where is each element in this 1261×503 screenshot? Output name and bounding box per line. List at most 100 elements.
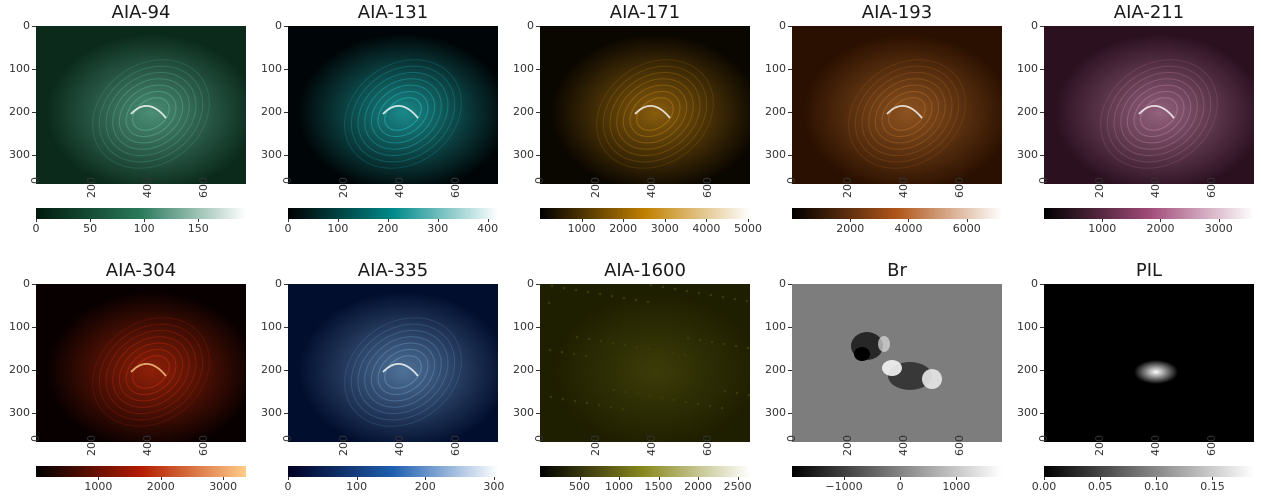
y-tick-label: 100 <box>9 62 30 75</box>
colorbar-tick-mark <box>966 219 968 222</box>
solar-image <box>288 284 498 442</box>
y-tick-mark <box>1040 413 1044 414</box>
x-tick-label: 0 <box>785 177 798 184</box>
x-tick-label: 400 <box>393 177 406 198</box>
x-tick-label: 0 <box>281 435 294 442</box>
solar-image <box>36 26 246 184</box>
y-tick-mark <box>1040 327 1044 328</box>
y-tick-label: 100 <box>9 320 30 333</box>
y-tick-label: 300 <box>513 406 534 419</box>
panel-aia-211: AIA-211 0 100 200 300 0 200 400 600 1000 2000 3000 <box>1008 0 1258 240</box>
y-tick-mark <box>1040 370 1044 371</box>
x-tick-label: 200 <box>589 435 602 456</box>
y-tick-mark <box>536 284 540 285</box>
x-tick-label: 200 <box>589 177 602 198</box>
colorbar-tick-label: 2000 <box>609 222 638 235</box>
x-tick-label: 0 <box>281 177 294 184</box>
colorbar-tick-label: 2000 <box>836 222 865 235</box>
colorbar-tick-mark <box>706 219 708 222</box>
colorbar <box>36 466 246 477</box>
x-tick-label: 400 <box>1149 435 1162 456</box>
x-tick-label: 0 <box>1037 435 1050 442</box>
y-tick-mark <box>284 370 288 371</box>
colorbar-tick-label: 0.10 <box>1144 480 1169 493</box>
x-tick-label: 400 <box>141 177 154 198</box>
colorbar-tick-mark <box>698 477 700 480</box>
y-tick-mark <box>536 69 540 70</box>
panel-title: AIA-211 <box>1113 2 1185 23</box>
y-tick-label: 200 <box>765 363 786 376</box>
panel-aia-335: AIA-335 0 100 200 300 0 200 400 600 0 100 200 300 <box>252 258 504 498</box>
colorbar <box>1044 466 1254 477</box>
y-tick-mark <box>284 26 288 27</box>
solar-image <box>540 26 750 184</box>
panel-aia-94: AIA-94 0 100 200 300 0 200 400 600 0 50 100 150 <box>0 0 250 240</box>
y-tick-mark <box>1040 155 1044 156</box>
y-tick-mark <box>536 26 540 27</box>
panel-title: AIA-171 <box>609 2 681 23</box>
panel-br: Br 0 100 200 300 0 200 400 600 −1000 0 1000 <box>756 258 1006 498</box>
colorbar-tick-mark <box>619 477 621 480</box>
colorbar-tick-mark <box>288 477 289 480</box>
solar-image <box>792 26 1002 184</box>
solar-image <box>36 284 246 442</box>
y-tick-label: 0 <box>1031 19 1038 32</box>
y-tick-mark <box>32 26 36 27</box>
y-tick-label: 0 <box>779 19 786 32</box>
colorbar-tick-label: 500 <box>569 480 591 493</box>
colorbar-tick-label: 5000 <box>734 222 762 235</box>
y-tick-label: 200 <box>765 105 786 118</box>
y-tick-mark <box>32 327 36 328</box>
y-tick-label: 0 <box>779 277 786 290</box>
y-tick-label: 200 <box>513 105 534 118</box>
x-tick-label: 0 <box>29 177 42 184</box>
colorbar-tick-mark <box>90 219 92 222</box>
y-tick-label: 200 <box>1017 105 1038 118</box>
colorbar-tick-label: 1000 <box>567 222 596 235</box>
colorbar-tick-label: 1500 <box>644 480 673 493</box>
colorbar-tick-mark <box>1100 477 1102 480</box>
y-tick-mark <box>788 370 792 371</box>
x-tick-label: 200 <box>337 177 350 198</box>
colorbar-tick-label: 0.05 <box>1087 480 1113 493</box>
y-tick-mark <box>32 155 36 156</box>
x-tick-label: 200 <box>841 177 854 198</box>
colorbar-tick-mark <box>1102 219 1104 222</box>
y-tick-label: 100 <box>261 320 282 333</box>
y-tick-mark <box>1040 69 1044 70</box>
colorbar-tick-label: 3000 <box>650 222 679 235</box>
colorbar-tick-label: 1000 <box>605 480 634 493</box>
panel-aia-193: AIA-193 0 100 200 300 0 200 400 600 2000 4000 6000 <box>756 0 1006 240</box>
panel-title: AIA-193 <box>861 2 933 23</box>
y-tick-mark <box>32 69 36 70</box>
colorbar-tick-mark <box>581 219 583 222</box>
colorbar-tick-mark <box>956 477 958 480</box>
y-tick-label: 200 <box>1017 363 1038 376</box>
y-tick-mark <box>284 284 288 285</box>
colorbar-tick-label: 2000 <box>1146 222 1175 235</box>
colorbar <box>288 208 498 219</box>
y-tick-mark <box>1040 26 1044 27</box>
x-tick-label: 600 <box>197 435 210 456</box>
solar-image <box>540 284 750 442</box>
panel-title: AIA-131 <box>357 2 429 23</box>
colorbar-tick-mark <box>664 219 666 222</box>
y-tick-mark <box>788 26 792 27</box>
x-tick-label: 600 <box>449 435 462 456</box>
colorbar-tick-label: 6000 <box>952 222 981 235</box>
x-tick-label: 200 <box>337 435 350 456</box>
x-tick-label: 600 <box>197 177 210 198</box>
colorbar-tick-mark <box>223 477 225 480</box>
y-tick-mark <box>788 155 792 156</box>
y-tick-mark <box>1040 284 1044 285</box>
colorbar-tick-label: 2000 <box>146 480 175 493</box>
y-tick-mark <box>788 327 792 328</box>
y-tick-label: 300 <box>1017 406 1038 419</box>
y-tick-label: 300 <box>765 148 786 161</box>
y-tick-mark <box>536 327 540 328</box>
x-tick-label: 600 <box>1205 435 1218 456</box>
x-tick-label: 0 <box>533 435 546 442</box>
y-tick-mark <box>536 370 540 371</box>
panel-title: PIL <box>1135 260 1163 281</box>
y-tick-label: 100 <box>765 62 786 75</box>
